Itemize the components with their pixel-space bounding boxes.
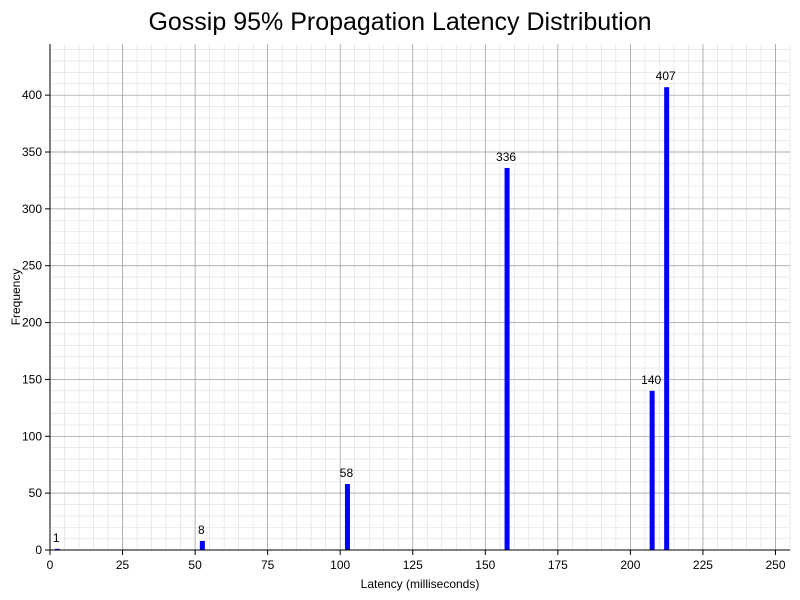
x-axis-title: Latency (milliseconds) <box>361 577 480 591</box>
x-tick-label: 175 <box>548 558 568 572</box>
bar-value-label: 407 <box>656 69 676 83</box>
x-tick-label: 0 <box>47 558 54 572</box>
axes <box>45 44 790 555</box>
minor-grid <box>49 44 791 551</box>
y-axis-title: Frequency <box>9 269 23 326</box>
x-tick-label: 100 <box>330 558 350 572</box>
bar-value-label: 336 <box>496 150 516 164</box>
bar-value-label: 8 <box>198 523 205 537</box>
x-tick-label: 200 <box>620 558 640 572</box>
labels: 1 8 58 336 140 407 0 25 50 75 100 125 150 175 200 225 25… <box>22 69 786 572</box>
major-grid <box>49 44 790 551</box>
x-tick-label: 25 <box>116 558 130 572</box>
x-tick-label: 250 <box>765 558 785 572</box>
bar-value-label: 58 <box>340 466 354 480</box>
y-tick-label: 300 <box>22 202 42 216</box>
y-tick-label: 0 <box>35 543 42 557</box>
histogram-bar <box>54 548 60 550</box>
histogram-bar <box>664 87 670 551</box>
bars <box>54 87 670 551</box>
y-tick-label: 350 <box>22 145 42 159</box>
chart-title: Gossip 95% Propagation Latency Distribut… <box>148 8 652 36</box>
x-tick-label: 75 <box>261 558 275 572</box>
y-tick-label: 250 <box>22 259 42 273</box>
x-tick-label: 50 <box>188 558 202 572</box>
x-tick-label: 125 <box>403 558 423 572</box>
y-tick-label: 200 <box>22 316 42 330</box>
x-tick-label: 150 <box>475 558 495 572</box>
y-tick-label: 400 <box>22 88 42 102</box>
histogram-bar <box>504 167 510 550</box>
histogram-bar <box>199 540 205 550</box>
histogram-bar <box>344 484 350 550</box>
bar-value-label: 140 <box>641 373 661 387</box>
histogram-bar <box>649 390 655 550</box>
bar-value-label: 1 <box>53 531 60 545</box>
y-tick-label: 150 <box>22 372 42 386</box>
y-tick-label: 100 <box>22 429 42 443</box>
x-tick-label: 225 <box>693 558 713 572</box>
y-tick-label: 50 <box>29 486 43 500</box>
